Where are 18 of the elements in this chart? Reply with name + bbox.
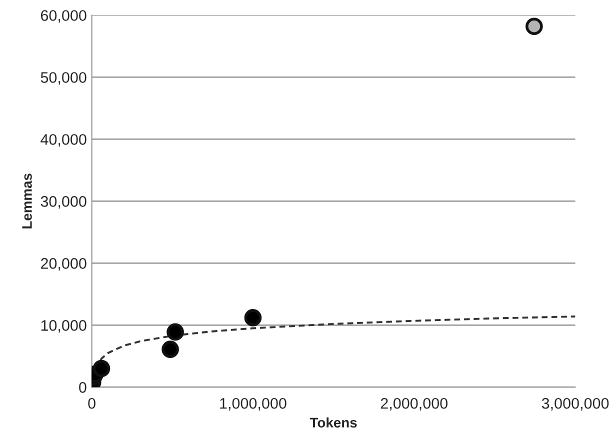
y-tick-label: 40,000 — [40, 134, 86, 147]
point — [92, 360, 110, 378]
y-tick-label: 60,000 — [40, 10, 86, 23]
x-tick-label: 1,000,000 — [220, 398, 286, 411]
point — [244, 309, 262, 326]
y-axis-title: Lemmas — [22, 174, 32, 228]
x-tick-label: 0 — [88, 398, 96, 409]
y-tick-label: 50,000 — [40, 72, 86, 85]
y-tick-label: 0 — [79, 382, 86, 393]
y-tick-label: 30,000 — [40, 196, 86, 209]
x-tick-label: 2,000,000 — [380, 398, 448, 411]
x-tick-label: 3,000,000 — [542, 398, 609, 411]
y-tick-label: 10,000 — [41, 320, 86, 333]
point — [166, 323, 184, 341]
point — [162, 340, 179, 358]
y-tick-label: 20,000 — [40, 258, 86, 271]
point — [526, 18, 543, 36]
x-axis-title: Tokens — [310, 417, 357, 428]
